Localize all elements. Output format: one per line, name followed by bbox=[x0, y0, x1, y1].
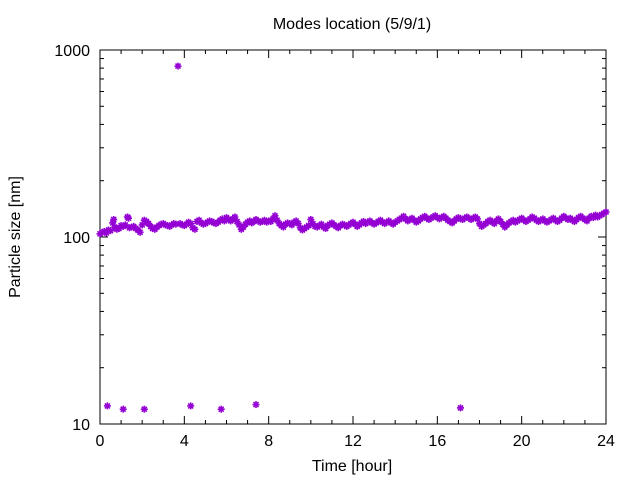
data-point bbox=[136, 228, 144, 236]
x-tick-labels: 0 4 8 12 16 20 24 bbox=[96, 433, 615, 450]
data-point bbox=[191, 225, 199, 233]
x-axis-label: Time [hour] bbox=[312, 458, 392, 475]
data-point bbox=[187, 402, 195, 410]
data-point bbox=[125, 214, 132, 222]
data-point bbox=[217, 405, 225, 413]
x-tick-label: 16 bbox=[428, 433, 446, 450]
data-point bbox=[457, 404, 464, 412]
x-tick-label: 8 bbox=[264, 433, 273, 450]
data-point bbox=[140, 405, 148, 413]
data-points bbox=[96, 62, 610, 413]
x-tick-label: 4 bbox=[180, 433, 189, 450]
x-tick-label: 24 bbox=[597, 433, 615, 450]
x-tick-label: 20 bbox=[513, 433, 531, 450]
data-point bbox=[119, 405, 127, 413]
y-axis-label: Particle size [nm] bbox=[7, 176, 24, 298]
y-tick-label: 100 bbox=[63, 230, 90, 247]
data-point bbox=[252, 401, 260, 409]
data-point bbox=[103, 402, 111, 410]
plot-frame bbox=[99, 49, 607, 425]
y-tick-labels: 10 100 1000 bbox=[54, 43, 90, 434]
data-point bbox=[174, 62, 182, 70]
data-point bbox=[602, 208, 610, 216]
y-tick-label: 1000 bbox=[54, 43, 90, 60]
x-tick-label: 12 bbox=[344, 433, 362, 450]
axis-ticks bbox=[99, 49, 607, 425]
y-tick-label: 10 bbox=[72, 417, 90, 434]
data-point bbox=[110, 216, 118, 223]
x-tick-label: 0 bbox=[96, 433, 105, 450]
chart-title: Modes location (5/9/1) bbox=[273, 16, 431, 33]
